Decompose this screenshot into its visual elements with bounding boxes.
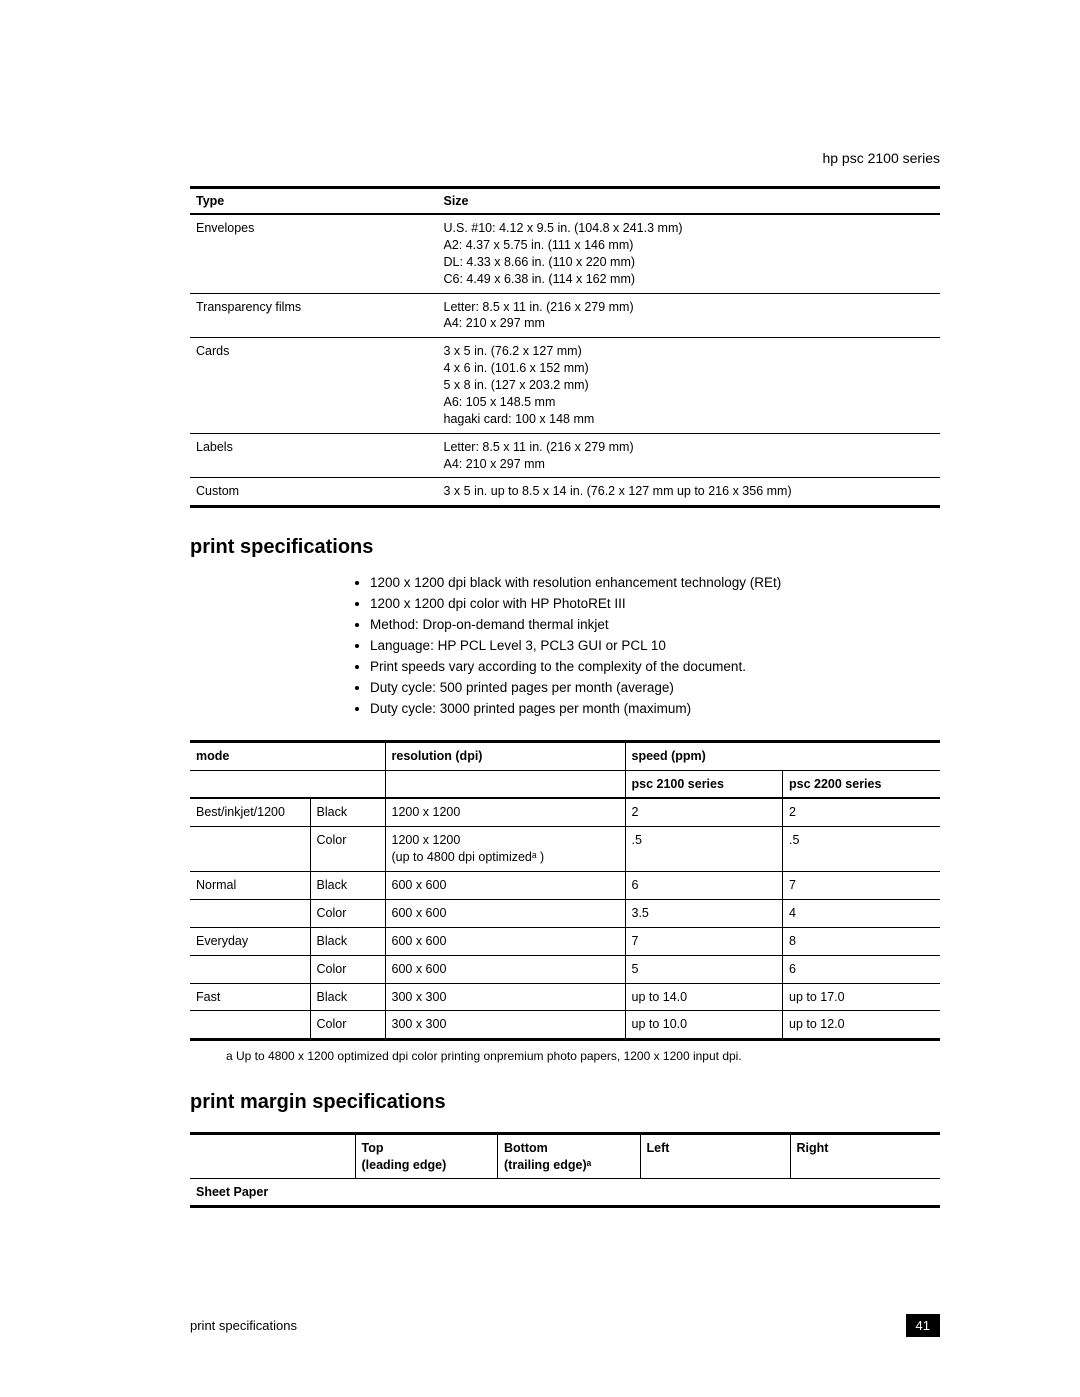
cell-res: 300 x 300	[385, 1011, 625, 1040]
cell-type: Labels	[190, 433, 438, 478]
cell-colortype: Black	[310, 872, 385, 900]
table-row: Color 600 x 600 5 6	[190, 955, 940, 983]
cell-size: Letter: 8.5 x 11 in. (216 x 279 mm) A4: …	[438, 433, 941, 478]
list-item: Print speeds vary according to the compl…	[370, 657, 940, 678]
cell-res: 600 x 600	[385, 872, 625, 900]
table-row: Transparency films Letter: 8.5 x 11 in. …	[190, 293, 940, 338]
table-row: Labels Letter: 8.5 x 11 in. (216 x 279 m…	[190, 433, 940, 478]
cell-s1: 7	[625, 927, 783, 955]
cell-res: 600 x 600	[385, 899, 625, 927]
list-item: Language: HP PCL Level 3, PCL3 GUI or PC…	[370, 636, 940, 657]
cell-s1: up to 10.0	[625, 1011, 783, 1040]
header-product: hp psc 2100 series	[190, 150, 940, 166]
cell-sheet-paper: Sheet Paper	[190, 1178, 940, 1206]
table-row: Fast Black 300 x 300 up to 14.0 up to 17…	[190, 983, 940, 1011]
table-row: Custom 3 x 5 in. up to 8.5 x 14 in. (76.…	[190, 478, 940, 507]
cell-colortype: Black	[310, 983, 385, 1011]
cell-s2: 6	[783, 955, 941, 983]
cell-s2: .5	[783, 827, 941, 872]
print-specs-list: 1200 x 1200 dpi black with resolution en…	[190, 573, 940, 719]
cell-mode	[190, 827, 310, 872]
table-row: Envelopes U.S. #10: 4.12 x 9.5 in. (104.…	[190, 214, 940, 293]
section-title-print-specs: print specifications	[190, 536, 940, 559]
list-item: 1200 x 1200 dpi black with resolution en…	[370, 573, 940, 594]
cell-s2: 4	[783, 899, 941, 927]
table-row: Sheet Paper	[190, 1178, 940, 1206]
cell-colortype: Color	[310, 899, 385, 927]
list-item: Duty cycle: 3000 printed pages per month…	[370, 699, 940, 720]
th-psc2100: psc 2100 series	[625, 770, 783, 798]
table-row: Cards 3 x 5 in. (76.2 x 127 mm) 4 x 6 in…	[190, 338, 940, 433]
cell-mode: Best/inkjet/1200	[190, 798, 310, 826]
mode-table: mode resolution (dpi) speed (ppm) psc 21…	[190, 740, 940, 1042]
cell-mode	[190, 955, 310, 983]
cell-s1: 3.5	[625, 899, 783, 927]
cell-s1: up to 14.0	[625, 983, 783, 1011]
cell-type: Envelopes	[190, 214, 438, 293]
cell-mode: Everyday	[190, 927, 310, 955]
cell-colortype: Black	[310, 798, 385, 826]
list-item: Method: Drop-on-demand thermal inkjet	[370, 615, 940, 636]
section-title-margin-specs: print margin specifications	[190, 1091, 940, 1114]
cell-res: 1200 x 1200 (up to 4800 dpi optimizedᵃ )	[385, 827, 625, 872]
list-item: 1200 x 1200 dpi color with HP PhotoREt I…	[370, 594, 940, 615]
cell-type: Cards	[190, 338, 438, 433]
list-item: Duty cycle: 500 printed pages per month …	[370, 678, 940, 699]
th-right: Right	[790, 1134, 940, 1179]
cell-size: Letter: 8.5 x 11 in. (216 x 279 mm) A4: …	[438, 293, 941, 338]
th-psc2200: psc 2200 series	[783, 770, 941, 798]
document-page: hp psc 2100 series Type Size Envelopes U…	[0, 0, 1080, 1397]
table-row: Color 300 x 300 up to 10.0 up to 12.0	[190, 1011, 940, 1040]
th-resolution: resolution (dpi)	[385, 741, 625, 770]
cell-s1: .5	[625, 827, 783, 872]
cell-colortype: Color	[310, 1011, 385, 1040]
footer-section: print specifications	[190, 1318, 297, 1333]
cell-colortype: Color	[310, 827, 385, 872]
cell-mode: Normal	[190, 872, 310, 900]
page-footer: print specifications 41	[190, 1314, 940, 1337]
cell-s1: 5	[625, 955, 783, 983]
th-top: Top (leading edge)	[355, 1134, 498, 1179]
cell-colortype: Color	[310, 955, 385, 983]
th-mode: mode	[190, 741, 385, 770]
cell-res: 600 x 600	[385, 955, 625, 983]
table-row: Everyday Black 600 x 600 7 8	[190, 927, 940, 955]
cell-size: 3 x 5 in. up to 8.5 x 14 in. (76.2 x 127…	[438, 478, 941, 507]
cell-res: 1200 x 1200	[385, 798, 625, 826]
mode-table-footnote: a Up to 4800 x 1200 optimized dpi color …	[226, 1049, 940, 1063]
table-row: Color 600 x 600 3.5 4	[190, 899, 940, 927]
page-number: 41	[906, 1314, 940, 1337]
th-size: Size	[438, 188, 941, 215]
th-type: Type	[190, 188, 438, 215]
cell-size: 3 x 5 in. (76.2 x 127 mm) 4 x 6 in. (101…	[438, 338, 941, 433]
cell-s2: 2	[783, 798, 941, 826]
cell-mode	[190, 1011, 310, 1040]
th-speed: speed (ppm)	[625, 741, 940, 770]
table-row: Normal Black 600 x 600 6 7	[190, 872, 940, 900]
cell-s2: up to 17.0	[783, 983, 941, 1011]
cell-mode: Fast	[190, 983, 310, 1011]
cell-res: 600 x 600	[385, 927, 625, 955]
table-row: Best/inkjet/1200 Black 1200 x 1200 2 2	[190, 798, 940, 826]
cell-mode	[190, 899, 310, 927]
type-size-table: Type Size Envelopes U.S. #10: 4.12 x 9.5…	[190, 186, 940, 508]
cell-res: 300 x 300	[385, 983, 625, 1011]
th-left: Left	[640, 1134, 790, 1179]
cell-s1: 6	[625, 872, 783, 900]
cell-s2: up to 12.0	[783, 1011, 941, 1040]
th-blank	[385, 770, 625, 798]
cell-s2: 8	[783, 927, 941, 955]
th-bottom: Bottom (trailing edge)ᵃ	[498, 1134, 641, 1179]
th-blank	[190, 770, 385, 798]
margin-table: Top (leading edge) Bottom (trailing edge…	[190, 1132, 940, 1208]
cell-type: Transparency films	[190, 293, 438, 338]
cell-colortype: Black	[310, 927, 385, 955]
cell-s1: 2	[625, 798, 783, 826]
table-row: Color 1200 x 1200 (up to 4800 dpi optimi…	[190, 827, 940, 872]
cell-type: Custom	[190, 478, 438, 507]
cell-s2: 7	[783, 872, 941, 900]
th-blank	[190, 1134, 355, 1179]
cell-size: U.S. #10: 4.12 x 9.5 in. (104.8 x 241.3 …	[438, 214, 941, 293]
